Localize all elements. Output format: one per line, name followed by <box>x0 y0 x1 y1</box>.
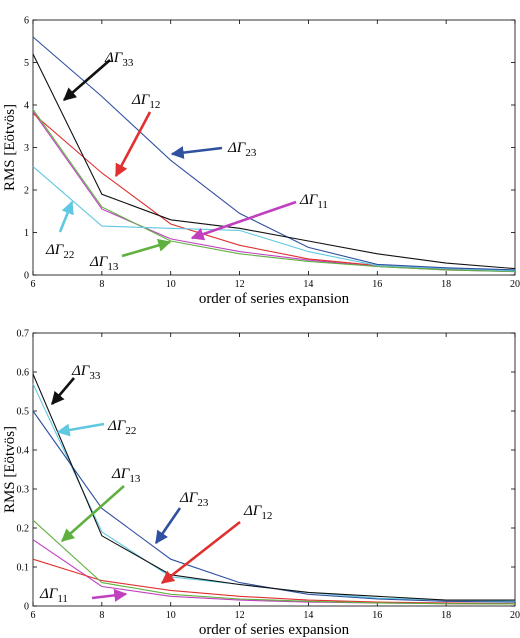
annotation-label: ΔΓ11 <box>39 586 68 605</box>
x-tick-label: 8 <box>99 279 104 290</box>
x-tick-label: 18 <box>441 279 451 290</box>
annotation-arrow <box>63 59 111 101</box>
annotation-label: ΔΓ13 <box>111 466 141 485</box>
annotation-subscript: 13 <box>107 261 119 273</box>
y-tick-label: 0.7 <box>17 329 30 340</box>
annotation-label: ΔΓ33 <box>104 50 134 69</box>
y-tick-label: 5 <box>24 58 29 69</box>
annotation-arrow <box>51 377 75 405</box>
annotation-label: ΔΓ23 <box>179 490 209 509</box>
y-tick-label: 0.4 <box>17 446 30 457</box>
x-axis-label: order of series expansion <box>199 291 350 307</box>
annotation-arrow <box>154 507 182 545</box>
annotation-subscript: 33 <box>89 370 101 382</box>
annotation-label: ΔΓ13 <box>89 254 119 273</box>
y-tick-label: 0.2 <box>17 524 30 535</box>
x-tick-label: 12 <box>235 610 245 621</box>
annotation-arrow <box>190 200 297 241</box>
annotation-label: ΔΓ33 <box>71 363 101 382</box>
annotation-subscript: 13 <box>129 473 141 485</box>
series-line-ΔΓ11 <box>32 539 516 605</box>
x-axis-label: order of series expansion <box>199 622 350 638</box>
x-tick-label: 18 <box>441 610 451 621</box>
x-tick-label: 12 <box>235 279 245 290</box>
series-line-ΔΓ13 <box>32 519 516 605</box>
y-tick-label: 0.6 <box>17 368 30 379</box>
y-tick-label: 6 <box>24 16 29 27</box>
series-line-ΔΓ33 <box>32 53 516 270</box>
annotation-arrow <box>91 588 128 602</box>
y-tick-label: 0.1 <box>17 563 30 574</box>
annotation-label: ΔΓ22 <box>107 418 136 437</box>
x-tick-label: 16 <box>372 610 382 621</box>
series-line-ΔΓ23 <box>32 410 516 603</box>
bottom-chart: 6 8 10 12 14 16 18 20 0 0.1 0.2 0.3 0.4 0.5 0.6 0.7 orde… <box>2 329 520 638</box>
annotation-subscript: 22 <box>125 425 136 437</box>
annotation-label: ΔΓ12 <box>243 503 272 522</box>
annotation-arrow <box>61 485 125 542</box>
series-line-ΔΓ22 <box>32 166 516 272</box>
annotation-label: ΔΓ11 <box>299 192 328 211</box>
series-line-ΔΓ23 <box>32 36 516 271</box>
annotation-subscript: 22 <box>63 249 74 261</box>
y-tick-label: 0.3 <box>17 485 30 496</box>
x-tick-label: 20 <box>510 610 520 621</box>
annotation-label: ΔΓ23 <box>227 140 257 159</box>
y-tick-label: 0 <box>24 271 29 282</box>
annotation-label: ΔΓ22 <box>45 242 74 261</box>
annotation-arrow <box>56 422 105 437</box>
x-tick-label: 10 <box>166 279 176 290</box>
series-line-ΔΓ12 <box>32 558 516 605</box>
annotation-arrow <box>114 111 152 178</box>
annotation-arrow <box>58 200 74 233</box>
annotation-subscript: 23 <box>197 497 209 509</box>
plot-frame <box>32 332 516 607</box>
y-tick-label: 3 <box>24 143 29 154</box>
annotation-subscript: 11 <box>317 199 328 211</box>
annotation-arrow <box>170 146 223 160</box>
x-tick-label: 10 <box>166 610 176 621</box>
x-tick-label: 20 <box>510 279 520 290</box>
y-tick-label: 0 <box>24 602 29 613</box>
x-tick-label: 6 <box>31 610 36 621</box>
x-tick-label: 6 <box>31 279 36 290</box>
annotation-arrow <box>121 239 172 258</box>
x-tick-label: 14 <box>303 279 313 290</box>
y-tick-label: 4 <box>24 101 29 112</box>
y-tick-label: 2 <box>24 186 29 197</box>
annotation-subscript: 12 <box>261 510 272 522</box>
series-line-ΔΓ13 <box>32 108 516 273</box>
series-line-ΔΓ12 <box>32 113 516 272</box>
x-tick-label: 8 <box>99 610 104 621</box>
annotation-arrow <box>160 520 241 585</box>
series-line-ΔΓ33 <box>32 373 515 601</box>
series-line-ΔΓ22 <box>32 383 516 602</box>
annotation-label: ΔΓ12 <box>131 92 160 111</box>
x-tick-label: 16 <box>372 279 382 290</box>
y-axis-label: RMS [Eötvös] <box>2 426 18 513</box>
annotation-subscript: 11 <box>57 593 68 605</box>
y-tick-label: 1 <box>24 228 29 239</box>
annotation-subscript: 23 <box>245 147 257 159</box>
y-tick-label: 0.5 <box>17 407 30 418</box>
x-tick-label: 14 <box>303 610 313 621</box>
annotation-subscript: 12 <box>149 99 160 111</box>
y-axis-label: RMS [Eötvös] <box>2 104 18 191</box>
series-line-ΔΓ11 <box>32 111 516 273</box>
annotation-subscript: 33 <box>122 57 134 69</box>
